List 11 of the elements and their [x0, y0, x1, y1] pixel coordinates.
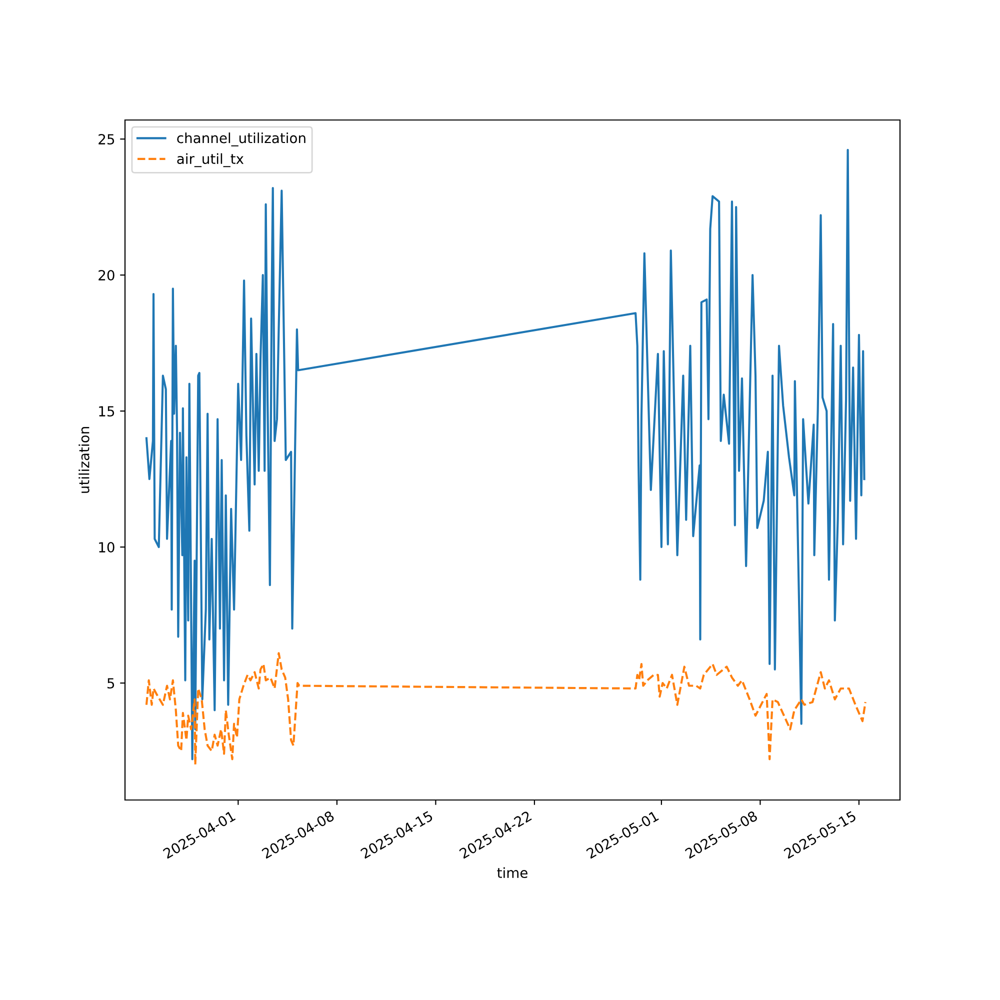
y-tick-label: 15	[99, 406, 114, 417]
y-tick-label: 5	[108, 678, 114, 689]
y-tick-label: 20	[98, 270, 114, 281]
legend-label: channel_utilization	[177, 132, 306, 146]
x-axis-title: time	[497, 867, 528, 878]
y-tick-label: 25	[98, 134, 114, 145]
legend-label: air_util_tx	[177, 153, 244, 168]
line-series	[145, 652, 866, 766]
y-axis-title: utilization	[78, 427, 90, 493]
line-series	[145, 148, 866, 760]
y-tick-label: 10	[99, 542, 114, 553]
